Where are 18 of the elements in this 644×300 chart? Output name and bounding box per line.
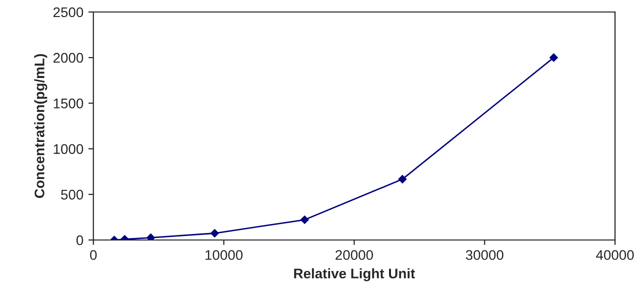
y-tick-label: 500 xyxy=(61,190,84,200)
point xyxy=(550,53,558,62)
x-axis-title: Relative Light Unit xyxy=(294,268,415,282)
x-tick-label: 40000 xyxy=(596,250,634,260)
y-tick-label: 2000 xyxy=(53,52,84,63)
point xyxy=(398,175,407,184)
point xyxy=(146,234,155,240)
y-tick-label: 1500 xyxy=(54,98,84,108)
y-tick-label: 0 xyxy=(76,235,84,246)
x-tick-label: 30000 xyxy=(466,250,504,260)
y-tick-label: 2500 xyxy=(53,7,84,18)
point xyxy=(300,216,309,224)
x-tick-label: 0 xyxy=(90,250,97,260)
x-tick-label: 10000 xyxy=(206,250,243,260)
y-axis-title: Concentration(pg/mL) xyxy=(34,54,48,198)
point xyxy=(210,229,219,238)
x-tick-label: 20000 xyxy=(336,250,373,260)
y-tick-label: 1000 xyxy=(54,144,84,154)
